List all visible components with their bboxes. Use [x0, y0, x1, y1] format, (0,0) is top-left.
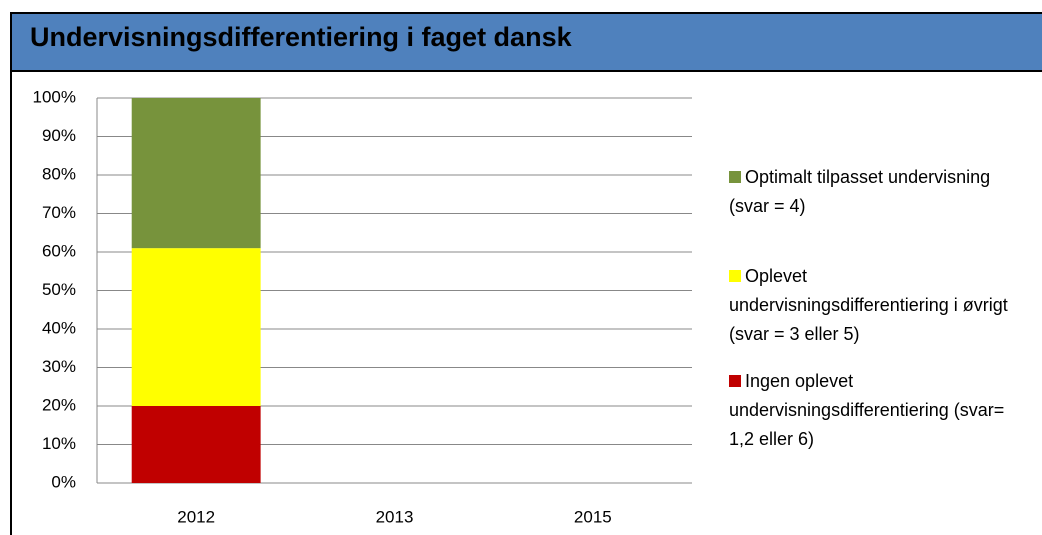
y-tick-label: 0% [51, 472, 76, 491]
y-tick-label: 50% [42, 280, 76, 299]
y-tick-label: 80% [42, 164, 76, 183]
legend-item: Oplevet undervisningsdifferentiering i ø… [729, 262, 1029, 349]
y-tick-label: 60% [42, 241, 76, 260]
bar-segment [131, 406, 261, 483]
y-tick-label: 100% [33, 87, 76, 106]
y-tick-label: 40% [42, 318, 76, 337]
bar-segment [131, 248, 261, 406]
x-tick-label: 2012 [177, 507, 215, 526]
frame [10, 12, 1042, 535]
title-banner [12, 14, 1042, 72]
legend-swatch [729, 270, 741, 282]
y-tick-label: 70% [42, 203, 76, 222]
y-tick-label: 30% [42, 357, 76, 376]
legend-swatch [729, 375, 741, 387]
x-tick-label: 2015 [574, 507, 612, 526]
legend-label: Ingen oplevet undervisningsdifferentieri… [729, 371, 1005, 449]
bar-segment [131, 98, 261, 249]
x-tick-label: 2013 [376, 507, 414, 526]
y-tick-label: 20% [42, 395, 76, 414]
y-tick-label: 10% [42, 434, 76, 453]
legend-item: Optimalt tilpasset undervisning (svar = … [729, 163, 1029, 221]
chart-title: Undervisningsdifferentiering i faget dan… [30, 22, 572, 52]
legend-label: Optimalt tilpasset undervisning (svar = … [729, 167, 991, 216]
legend-item: Ingen oplevet undervisningsdifferentieri… [729, 367, 1029, 454]
legend-swatch [729, 171, 741, 183]
legend-label: Oplevet undervisningsdifferentiering i ø… [729, 266, 1008, 344]
y-tick-label: 90% [42, 126, 76, 145]
